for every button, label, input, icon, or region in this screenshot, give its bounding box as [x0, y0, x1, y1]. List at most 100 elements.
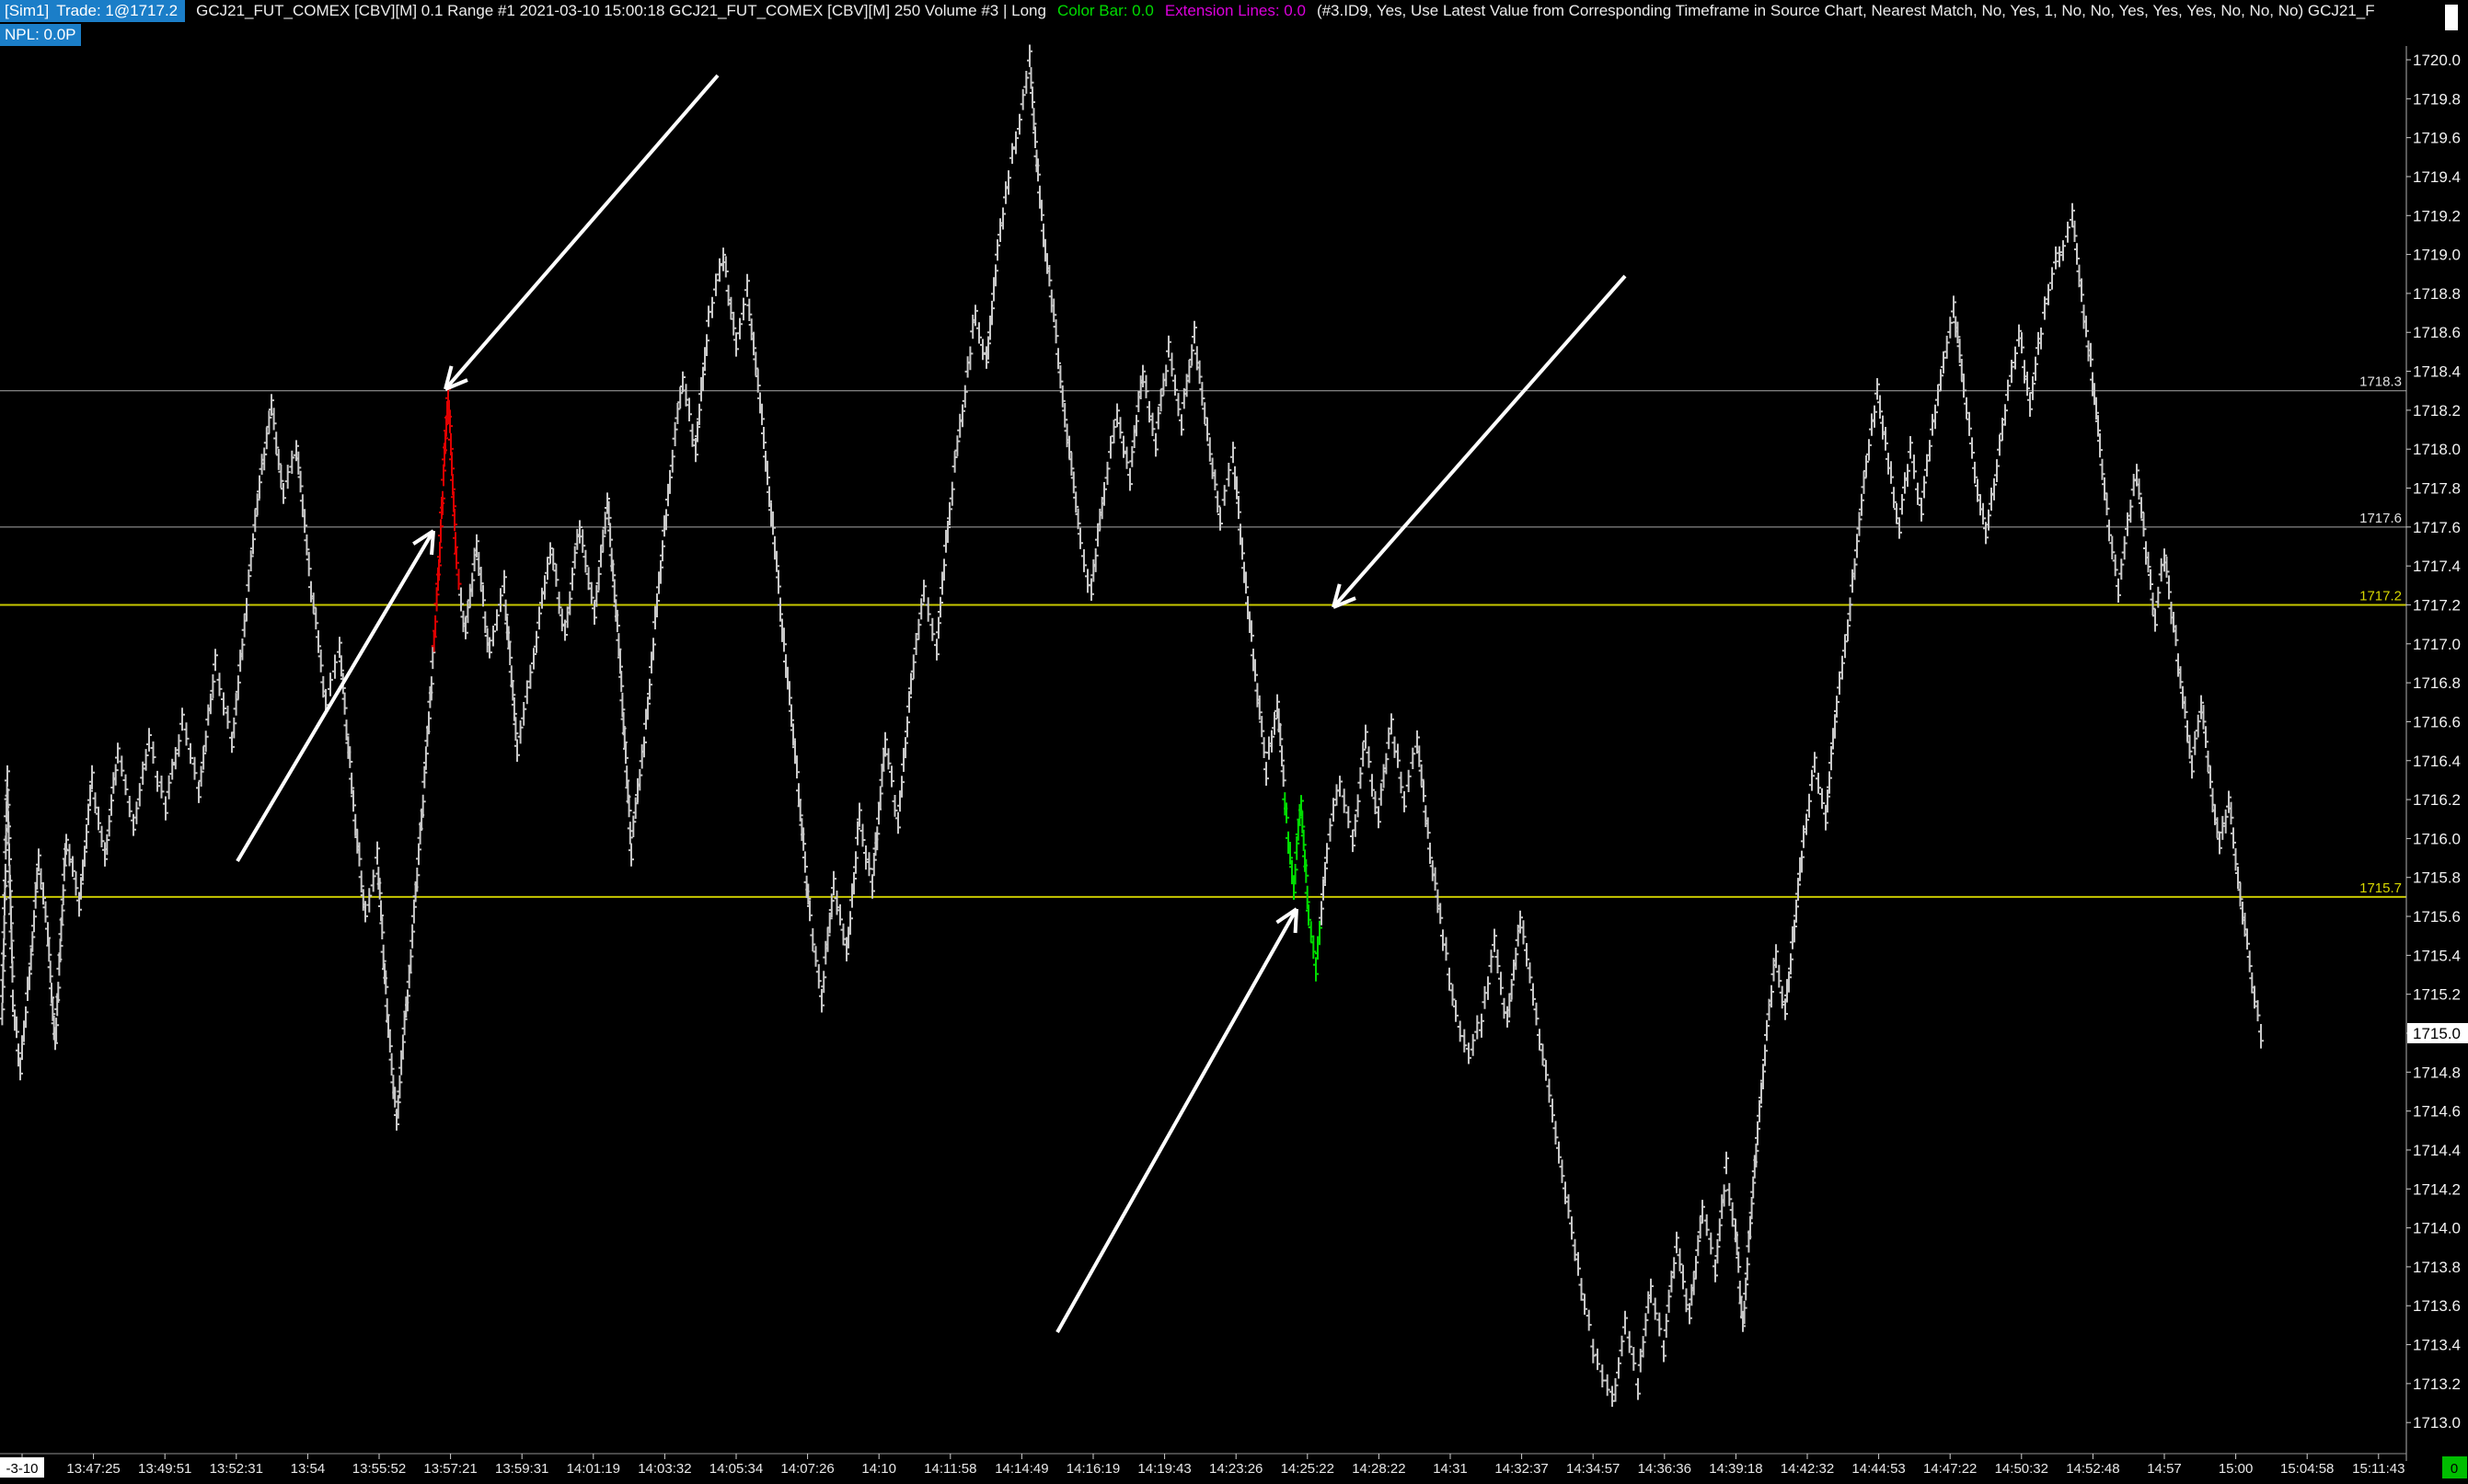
price-axis-label: 1715.2 — [2413, 986, 2461, 1004]
price-bars-buy-cluster — [1282, 792, 1322, 982]
annotation-arrow — [444, 74, 720, 391]
last-price-label: 1715.0 — [2413, 1025, 2461, 1042]
time-axis-label: 14:01:19 — [567, 1461, 620, 1477]
price-bars-sell-cluster — [431, 382, 462, 652]
annotation-arrowhead — [1275, 907, 1298, 925]
time-axis-label: 14:28:22 — [1352, 1461, 1405, 1477]
price-axis-label: 1720.0 — [2413, 52, 2461, 69]
price-axis-label: 1713.2 — [2413, 1375, 2461, 1393]
time-axis-date-label: -3-10 — [6, 1461, 38, 1477]
time-axis-label: 14:36:36 — [1638, 1461, 1691, 1477]
time-axis-label: 14:39:18 — [1709, 1461, 1762, 1477]
time-axis-label: 14:47:22 — [1923, 1461, 1977, 1477]
price-axis-label: 1715.6 — [2413, 908, 2461, 926]
price-axis-label: 1713.0 — [2413, 1414, 2461, 1432]
time-axis-label: 14:34:57 — [1566, 1461, 1620, 1477]
time-axis-label: 15:11:43 — [2352, 1461, 2405, 1477]
time-axis-label: 14:03:32 — [638, 1461, 691, 1477]
hline-price-label: 1715.7 — [2359, 880, 2402, 896]
hline-price-label: 1717.2 — [2359, 588, 2402, 604]
time-axis-label: 14:50:32 — [1995, 1461, 2048, 1477]
price-axis-label: 1719.0 — [2413, 247, 2461, 264]
time-axis-label: 13:59:31 — [495, 1461, 548, 1477]
time-axis-label: 13:47:25 — [66, 1461, 120, 1477]
time-axis-label: 15:04:58 — [2280, 1461, 2334, 1477]
price-axis-label: 1716.2 — [2413, 791, 2461, 809]
time-axis-label: 14:14:49 — [995, 1461, 1048, 1477]
annotation-arrowhead — [444, 365, 454, 390]
hline-price-label: 1718.3 — [2359, 374, 2402, 390]
time-axis-label: 14:57 — [2147, 1461, 2182, 1477]
price-axis-label: 1718.6 — [2413, 324, 2461, 341]
price-axis-label: 1713.6 — [2413, 1297, 2461, 1315]
price-axis-label: 1719.8 — [2413, 90, 2461, 108]
time-axis-label: 13:57:21 — [423, 1461, 477, 1477]
time-axis-label: 14:05:34 — [709, 1461, 763, 1477]
npl-row: NPL: 0.0P — [0, 24, 81, 46]
time-axis-label: 13:54 — [291, 1461, 326, 1477]
time-axis-label: 13:52:31 — [210, 1461, 263, 1477]
time-axis-label: 13:49:51 — [138, 1461, 191, 1477]
price-axis-label: 1714.6 — [2413, 1103, 2461, 1121]
chart-title-bar: [Sim1] Trade: 1@1717.2 GCJ21_FUT_COMEX [CB… — [0, 0, 2468, 22]
corner-badge-box — [2442, 1456, 2467, 1478]
price-axis-label: 1717.2 — [2413, 596, 2461, 614]
annotation-arrow — [236, 529, 435, 863]
annotation-arrow — [1055, 908, 1298, 1333]
price-axis-label: 1717.8 — [2413, 480, 2461, 498]
annotation-arrowhead — [444, 378, 468, 391]
price-axis-label: 1713.8 — [2413, 1259, 2461, 1276]
price-axis-label: 1719.2 — [2413, 207, 2461, 224]
last-price-highlight — [2407, 1023, 2468, 1043]
time-axis-date-highlight — [0, 1457, 44, 1478]
price-axis-label: 1717.4 — [2413, 558, 2461, 575]
text-cursor-block — [2445, 5, 2458, 30]
price-axis-label: 1719.4 — [2413, 168, 2461, 186]
time-axis-label: 14:52:48 — [2066, 1461, 2119, 1477]
price-bars — [0, 44, 2264, 1408]
sim-account-badge: [Sim1] — [0, 0, 52, 22]
price-axis-label: 1717.0 — [2413, 636, 2461, 653]
price-axis-label: 1718.8 — [2413, 285, 2461, 303]
annotation-arrowhead — [430, 530, 435, 556]
price-axis-label: 1714.0 — [2413, 1220, 2461, 1237]
time-axis-label: 14:31 — [1433, 1461, 1468, 1477]
extension-lines-study-label: Extension Lines: 0.0 — [1164, 2, 1306, 19]
price-axis-label: 1714.8 — [2413, 1064, 2461, 1081]
time-axis-label: 14:44:53 — [1851, 1461, 1905, 1477]
annotation-arrowhead — [1332, 583, 1342, 608]
time-axis-label: 15:00 — [2219, 1461, 2254, 1477]
corner-badge-value: 0 — [2451, 1461, 2458, 1477]
price-axis-label: 1716.6 — [2413, 713, 2461, 730]
npl-badge: NPL: 0.0P — [0, 24, 81, 46]
price-axis-label: 1716.8 — [2413, 674, 2461, 692]
price-axis-label: 1718.2 — [2413, 402, 2461, 420]
hline-price-label: 1717.6 — [2359, 511, 2402, 526]
color-bar-study-label: Color Bar: 0.0 — [1056, 2, 1154, 19]
annotation-arrow — [1332, 274, 1627, 609]
price-axis-label: 1713.4 — [2413, 1337, 2461, 1354]
time-axis-label: 13:55:52 — [352, 1461, 406, 1477]
time-axis-label: 14:16:19 — [1067, 1461, 1120, 1477]
price-axis-label: 1715.4 — [2413, 947, 2461, 964]
annotation-arrowhead — [412, 529, 435, 546]
annotation-arrowhead — [1332, 596, 1356, 609]
time-axis-label: 14:10 — [861, 1461, 896, 1477]
time-axis-label: 14:32:37 — [1494, 1461, 1548, 1477]
price-axis-label: 1717.6 — [2413, 519, 2461, 536]
study-settings-text: (#3.ID9, Yes, Use Latest Value from Corr… — [1316, 2, 2375, 19]
time-axis-label: 14:25:22 — [1281, 1461, 1334, 1477]
price-axis-label: 1718.0 — [2413, 441, 2461, 458]
time-axis-label: 14:42:32 — [1781, 1461, 1834, 1477]
price-axis-label: 1714.4 — [2413, 1142, 2461, 1159]
time-axis-label: 14:23:26 — [1209, 1461, 1263, 1477]
price-axis-label: 1714.2 — [2413, 1180, 2461, 1198]
time-axis-label: 14:07:26 — [780, 1461, 834, 1477]
price-axis-label: 1715.8 — [2413, 869, 2461, 887]
time-axis-label: 14:19:43 — [1137, 1461, 1191, 1477]
price-axis-label: 1718.4 — [2413, 363, 2461, 381]
trade-position-badge: Trade: 1@1717.2 — [51, 0, 186, 22]
price-axis-label: 1719.6 — [2413, 130, 2461, 147]
chart-symbol-info: GCJ21_FUT_COMEX [CBV][M] 0.1 Range #1 20… — [196, 2, 1046, 19]
